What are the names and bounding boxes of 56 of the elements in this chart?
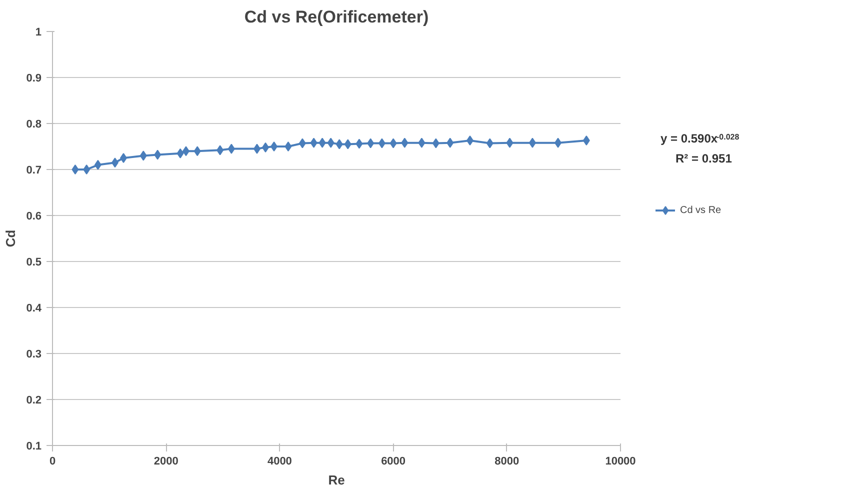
y-tick-label: 0.7 — [26, 164, 42, 176]
point — [554, 138, 562, 148]
y-tick-label: 0.1 — [26, 440, 42, 452]
point — [466, 136, 474, 146]
point — [120, 153, 127, 163]
y-tick-label: 0.9 — [26, 72, 42, 84]
point — [378, 138, 386, 148]
point — [140, 150, 147, 161]
x-axis-title: Re — [328, 472, 345, 488]
point — [111, 158, 118, 168]
text: R² = 0.951 — [676, 152, 732, 166]
point — [432, 138, 440, 148]
y-tick-label: 0.3 — [26, 348, 42, 360]
point — [446, 138, 454, 148]
point — [176, 148, 184, 158]
point — [194, 146, 201, 156]
y-tick-label: 0.4 — [26, 302, 42, 314]
point — [228, 144, 235, 154]
point — [486, 138, 494, 148]
chart-title: Cd vs Re(Orificemeter) — [244, 8, 429, 26]
point — [154, 150, 162, 160]
point — [356, 138, 363, 149]
y-axis-title: Cd — [3, 230, 18, 248]
x-tick-label: 4000 — [267, 456, 292, 468]
point — [418, 138, 426, 148]
point — [216, 145, 224, 156]
point — [401, 138, 408, 148]
point — [506, 138, 514, 148]
point — [344, 139, 352, 150]
y-tick-label: 0.6 — [26, 210, 42, 222]
point — [336, 139, 343, 150]
point — [327, 138, 334, 148]
point — [367, 138, 374, 148]
x-tick-label: 8000 — [494, 456, 520, 468]
point — [310, 138, 318, 148]
x-tick-label: 2000 — [154, 456, 178, 468]
point — [298, 138, 306, 148]
x-tick-label: 0 — [49, 456, 56, 468]
point — [582, 136, 590, 146]
point — [72, 164, 79, 174]
point — [318, 138, 326, 148]
point — [83, 164, 90, 174]
y-tick-label: 0.5 — [26, 256, 42, 268]
y-tick-label: 1 — [35, 26, 42, 38]
x-tick-label: 6000 — [381, 456, 406, 468]
y-tick-label: 0.8 — [26, 118, 42, 130]
point — [284, 142, 292, 152]
point — [182, 146, 190, 156]
point — [528, 138, 536, 148]
point — [270, 142, 278, 152]
y-tick-label: 0.2 — [26, 394, 42, 406]
point — [253, 144, 260, 154]
x-tick-label: 10000 — [605, 456, 636, 468]
point — [390, 138, 397, 148]
point — [94, 160, 102, 170]
legend-label: Cd vs Re — [680, 204, 722, 216]
